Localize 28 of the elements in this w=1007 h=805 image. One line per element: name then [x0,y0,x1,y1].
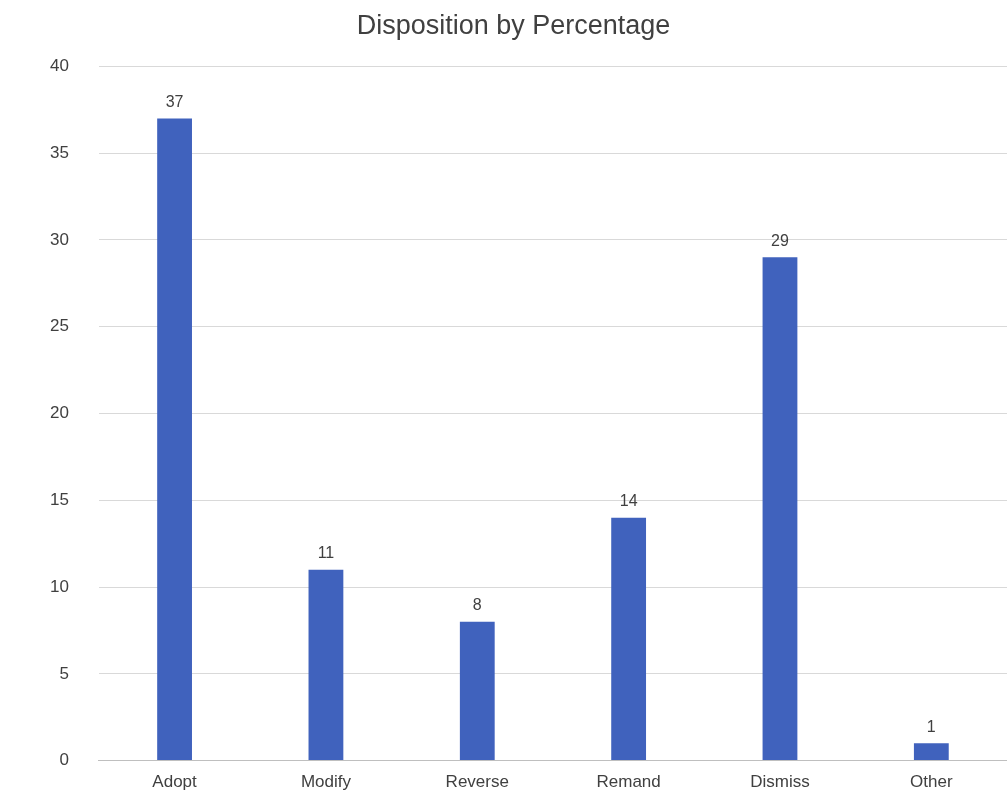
x-tick-label: Other [910,772,953,792]
x-tick-label: Reverse [445,772,509,792]
y-tick-label: 0 [59,750,69,770]
y-tick-label: 40 [49,56,69,76]
bar [157,118,192,761]
x-tick-label: Adopt [152,772,198,792]
y-tick-label: 35 [49,142,69,162]
y-tick-label: 25 [49,316,69,336]
data-label: 1 [926,717,936,735]
x-tick-label: Modify [300,772,352,792]
data-label: 29 [771,231,789,249]
x-tick-label: Dismiss [750,772,810,792]
bar [459,621,495,761]
y-tick-label: 10 [49,576,69,596]
bar [762,257,798,761]
data-label: 14 [619,492,638,510]
y-tick-label: 30 [49,229,69,249]
y-tick-label: 5 [59,663,69,683]
bar [913,743,949,761]
data-label: 37 [165,92,184,110]
bar [611,517,647,761]
y-tick-label: 15 [49,489,69,509]
y-tick-label: 20 [49,403,69,423]
chart-title: Disposition by Percentage [356,9,671,40]
x-tick-label: Remand [596,772,661,792]
data-label: 8 [472,596,482,614]
bar [308,569,344,761]
data-label: 11 [317,544,335,562]
